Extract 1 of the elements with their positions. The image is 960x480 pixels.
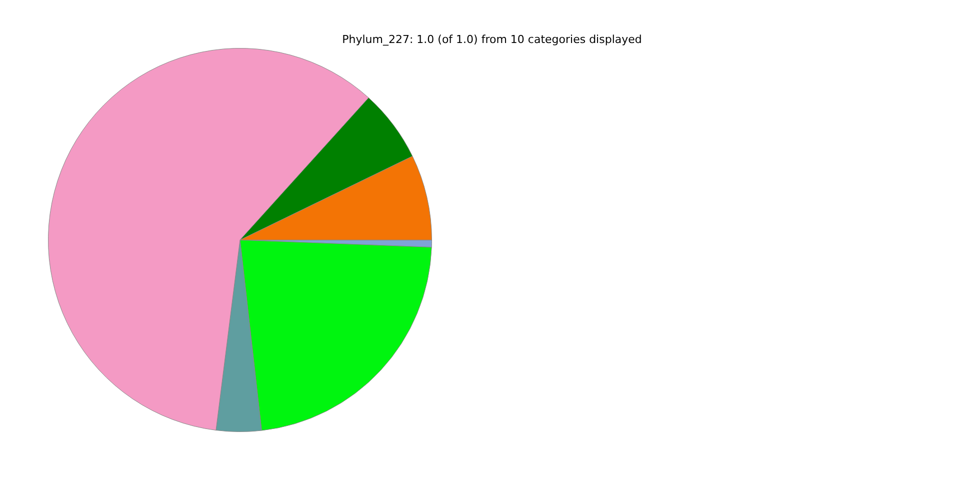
text: Phylum_227: 1.0 (of 1.0) from 10 categories displayed <box>341 33 643 46</box>
